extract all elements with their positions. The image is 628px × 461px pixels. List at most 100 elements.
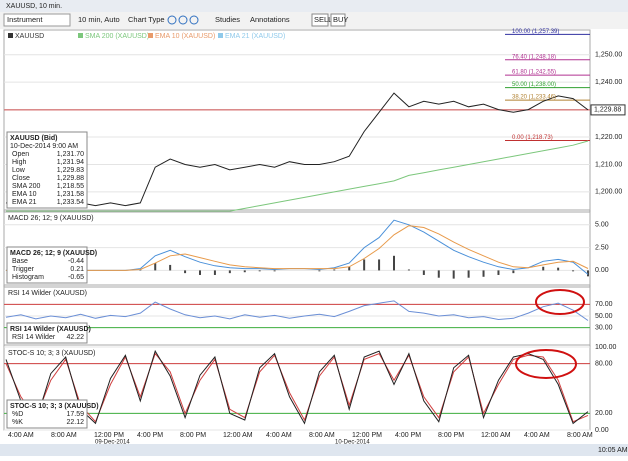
histogram-bar (393, 255, 395, 271)
info-title: STOC-S 10; 3; 3 (XAUUSD) (10, 403, 99, 410)
annotation-ellipse (535, 289, 585, 315)
fib-label: 61.80 (1,242.55) (512, 70, 556, 76)
histogram-bar (333, 269, 336, 271)
info-row-label: RSI 14 Wilder (12, 334, 56, 341)
x-tick-label: 8:00 PM (438, 432, 464, 439)
x-tick-label: 4:00 PM (395, 432, 421, 439)
info-row-label: Trigger (12, 266, 35, 273)
zoom-icon[interactable] (178, 15, 188, 25)
x-tick-label: 4:00 AM (266, 432, 292, 439)
instrument-placeholder: Instrument (7, 15, 43, 24)
legend-label: EMA 21 (XAUUSD) (225, 33, 285, 40)
panel (3, 211, 591, 286)
info-row-label: Low (12, 167, 26, 174)
series-line (6, 225, 589, 271)
last-price-label: 1,229.88 (594, 107, 621, 114)
series-line (6, 140, 589, 212)
histogram-bar (467, 270, 470, 278)
y-tick-label: 80.00 (595, 360, 613, 367)
x-tick-label: 12:00 AM (223, 432, 253, 439)
series-line (5, 300, 589, 321)
histogram-bar (452, 270, 455, 279)
buy-button[interactable] (330, 13, 346, 27)
series-line (5, 92, 589, 207)
info-row-value: 42.22 (66, 334, 84, 341)
fib-label: 50.00 (1,238.00) (512, 82, 556, 88)
sell-button[interactable] (311, 13, 329, 27)
window-title: XAUUSD, 10 min. (6, 3, 62, 10)
info-row-label: EMA 10 (12, 191, 37, 198)
histogram-bar (184, 270, 187, 274)
taskbar-clock: 10:05 AM (598, 447, 628, 454)
x-tick-label: 8:00 AM (309, 432, 335, 439)
panel-header: MACD 26; 12; 9 (XAUUSD) (8, 215, 94, 222)
info-row-value: -0.65 (68, 274, 84, 281)
panel (3, 29, 591, 211)
info-row-value: 1,231.94 (57, 159, 84, 166)
y-tick-label: 5.00 (595, 222, 609, 229)
info-row-value: 1,229.88 (57, 175, 84, 182)
histogram-bar (213, 270, 216, 275)
x-tick-label: 4:00 PM (137, 432, 163, 439)
histogram-bar (497, 270, 500, 275)
histogram-bar (572, 270, 575, 272)
info-row-label: Close (12, 175, 30, 182)
fib-label: 76.40 (1,248.18) (512, 54, 556, 60)
y-tick-label: 1,220.00 (595, 134, 622, 141)
info-box (6, 131, 88, 209)
info-row-label: %D (12, 411, 23, 418)
info-row-label: SMA 200 (12, 183, 41, 190)
annotations-button[interactable]: Annotations (250, 15, 290, 24)
info-row-value: 1,231.58 (57, 191, 84, 198)
fib-label: 38.20 (1,233.46) (512, 95, 556, 101)
info-row-label: Base (12, 258, 28, 265)
taskbar (0, 444, 628, 456)
histogram-bar (482, 270, 485, 277)
instrument-input[interactable] (3, 13, 71, 27)
info-box (6, 399, 88, 429)
x-tick-label: 4:00 AM (524, 432, 550, 439)
zoom-icon[interactable] (167, 15, 177, 25)
y-tick-label: 30.00 (595, 324, 613, 331)
info-row-value: 22.12 (66, 419, 84, 426)
legend-swatch (218, 33, 223, 38)
info-title: RSI 14 Wilder (XAUUSD) (10, 326, 91, 333)
sell-label: SELL (314, 15, 332, 24)
histogram-bar (512, 270, 515, 274)
legend-swatch (148, 33, 153, 38)
studies-button[interactable]: Studies (215, 15, 240, 24)
histogram-bar (228, 270, 231, 274)
histogram-bar (557, 267, 560, 271)
y-tick-label: 0.00 (595, 427, 609, 434)
histogram-bar (422, 270, 425, 275)
interval-button[interactable]: 10 min, Auto (78, 15, 120, 24)
y-tick-label: 1,200.00 (595, 189, 622, 196)
panel-header: RSI 14 Wilder (XAUUSD) (8, 290, 87, 297)
info-row-value: -0.44 (68, 258, 84, 265)
histogram-bar (587, 270, 589, 277)
y-tick-label: 0.00 (595, 267, 609, 274)
x-tick-label: 8:00 AM (567, 432, 593, 439)
histogram-bar (437, 270, 440, 278)
info-row-label: Open (12, 151, 29, 158)
fib-label: 100.00 (1,257.39) (512, 29, 559, 35)
info-box (6, 246, 88, 284)
info-row-label: High (12, 159, 27, 166)
histogram-bar (348, 266, 351, 271)
legend-label: EMA 10 (XAUUSD) (155, 33, 215, 40)
series-line (5, 349, 589, 425)
info-row-value: 0.21 (70, 266, 84, 273)
y-tick-label: 1,250.00 (595, 52, 622, 59)
y-tick-label: 20.00 (595, 410, 613, 417)
y-tick-label: 70.00 (595, 301, 613, 308)
zoom-icon[interactable] (189, 15, 199, 25)
info-row-value: 1,231.70 (57, 151, 84, 158)
chart-type-button[interactable]: Chart Type (128, 15, 165, 24)
legend-label: SMA 200 (XAUUSD) (85, 33, 149, 40)
info-row-label: Histogram (12, 274, 44, 281)
info-row-value: 17.59 (66, 411, 84, 418)
info-row-value: 1,229.83 (57, 167, 84, 174)
histogram-bar (318, 270, 321, 272)
